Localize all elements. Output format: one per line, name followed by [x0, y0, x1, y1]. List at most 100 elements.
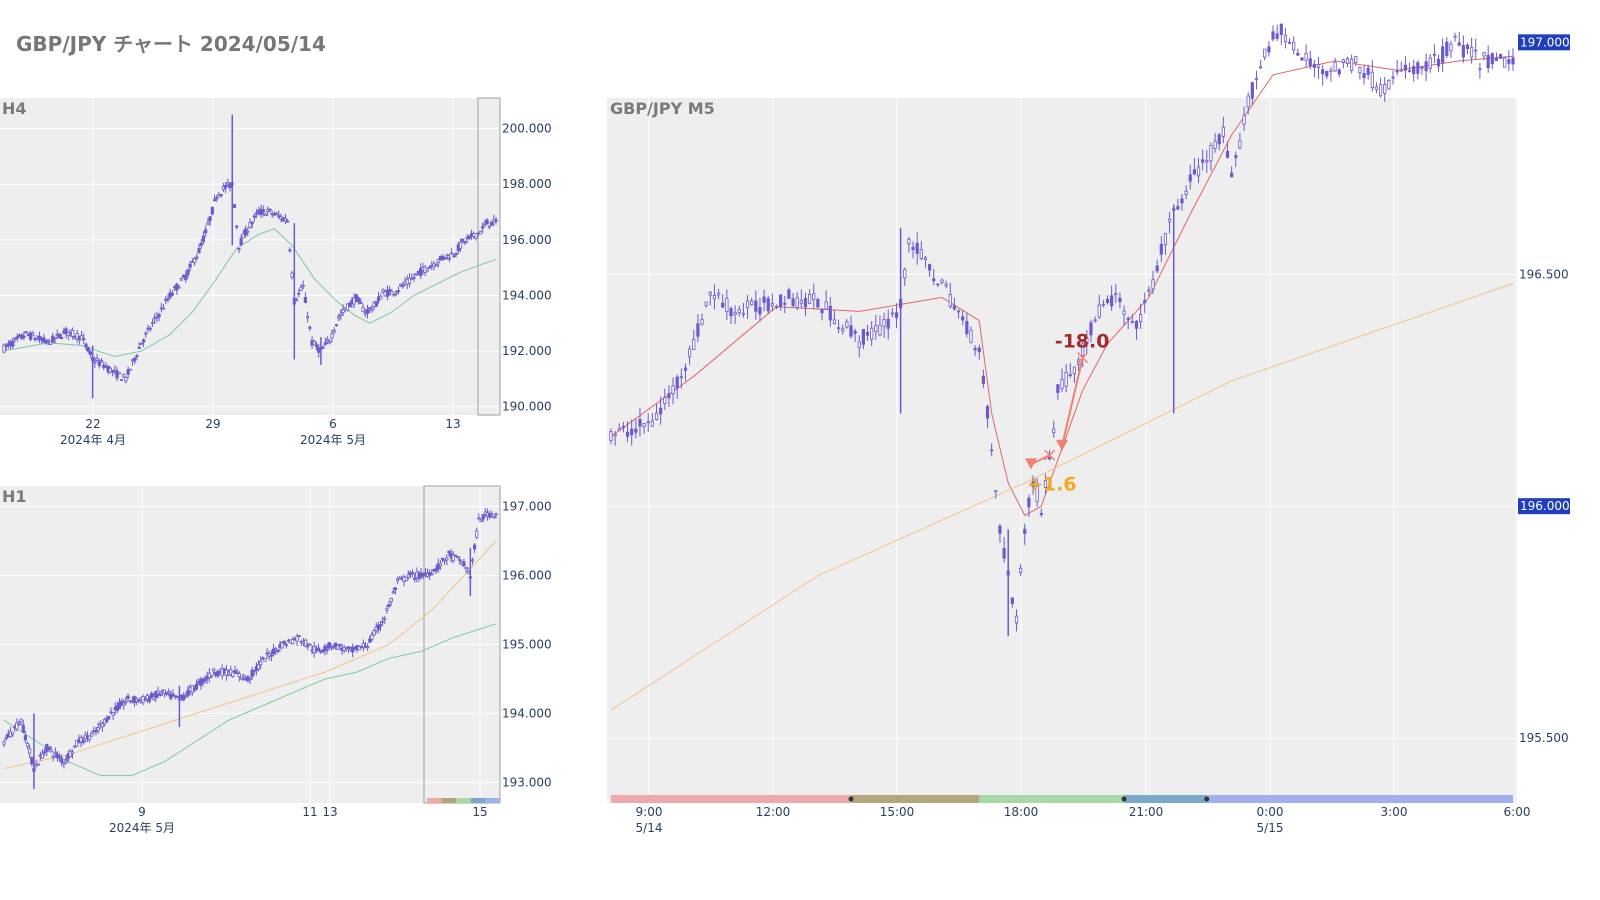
candle [235, 225, 239, 230]
candle [1494, 52, 1499, 62]
candle [21, 720, 25, 734]
candle-body [212, 199, 217, 202]
candle-body [159, 307, 163, 310]
candle [280, 641, 284, 649]
candle-body [28, 332, 33, 340]
candle [1345, 56, 1350, 67]
candle [408, 570, 413, 579]
session-bar [441, 798, 457, 803]
candle-body [1275, 33, 1279, 39]
candle-body [283, 218, 288, 222]
y-tick-label: 197.000 [502, 500, 552, 514]
candle [122, 699, 126, 710]
candle [82, 333, 86, 344]
candle [372, 300, 376, 310]
candle [108, 366, 112, 374]
candle [256, 659, 261, 672]
candle [434, 564, 438, 575]
candle [1383, 76, 1387, 102]
trade-exit-marker [1077, 352, 1089, 364]
candle-body [333, 642, 338, 647]
candle-body [1122, 310, 1126, 315]
candle [137, 698, 141, 704]
candle-body [405, 278, 409, 285]
candle-body [423, 572, 428, 576]
candle-body [231, 671, 235, 677]
candle-body [1345, 58, 1350, 64]
candle [152, 692, 156, 701]
candle [487, 225, 491, 230]
candle [419, 263, 423, 280]
candle-body [399, 283, 403, 287]
candle [393, 586, 398, 595]
candle-body [721, 302, 725, 308]
candle [79, 735, 83, 748]
candle [75, 739, 79, 748]
candle-body [79, 335, 84, 341]
candle [903, 267, 907, 287]
candle-body [1126, 317, 1130, 320]
candle [332, 327, 336, 335]
candle [356, 296, 361, 305]
candle [812, 283, 816, 310]
candle [1325, 70, 1329, 80]
candle-body [115, 705, 119, 712]
candle-body [390, 290, 394, 295]
candle-body [244, 678, 248, 681]
candle-body [454, 252, 458, 255]
candle-body [266, 209, 270, 212]
x-tick-label: 3:00 [1381, 805, 1408, 819]
candle [10, 732, 15, 737]
candle-body [325, 648, 329, 651]
candle-body [381, 289, 385, 293]
candle-body [430, 265, 434, 267]
candle [443, 559, 447, 565]
candle-body [316, 647, 321, 652]
candle [24, 331, 28, 335]
candle-body [1478, 68, 1482, 71]
candle-body [66, 753, 70, 760]
candle-body [392, 293, 396, 296]
candle [412, 273, 416, 282]
candle-body [956, 310, 961, 313]
candle-body [1230, 172, 1234, 178]
candle-body [1486, 54, 1490, 69]
candle-body [1043, 480, 1048, 488]
candle-body [256, 663, 261, 670]
candle [72, 745, 77, 749]
x-tick-label: 9 [138, 805, 146, 819]
candle [55, 329, 59, 340]
candle-body [936, 283, 940, 286]
candle-body [252, 669, 256, 672]
candle [472, 231, 476, 240]
candle [269, 650, 273, 662]
moving-average-line [610, 283, 1514, 711]
candle [252, 213, 257, 222]
candle-body [290, 272, 294, 278]
candle [115, 701, 119, 714]
candle-body [237, 673, 241, 678]
candle [160, 688, 164, 696]
candle [60, 754, 64, 767]
candle-body [1412, 66, 1416, 74]
candle-body [468, 576, 472, 579]
candle [696, 313, 700, 343]
candle [1432, 44, 1436, 64]
candle-body [182, 694, 186, 701]
candle-body [94, 730, 98, 733]
candle [791, 293, 795, 308]
candle [430, 261, 434, 270]
candle-body [267, 653, 271, 657]
candle [1163, 232, 1168, 255]
candle-body [762, 296, 766, 303]
candle [272, 211, 276, 217]
candle [438, 559, 442, 570]
candle-body [485, 512, 490, 517]
candle [1180, 194, 1184, 211]
candle-body [35, 337, 39, 341]
candle [427, 265, 432, 269]
candle [878, 315, 882, 337]
candle [414, 273, 418, 276]
candle-body [460, 561, 464, 565]
